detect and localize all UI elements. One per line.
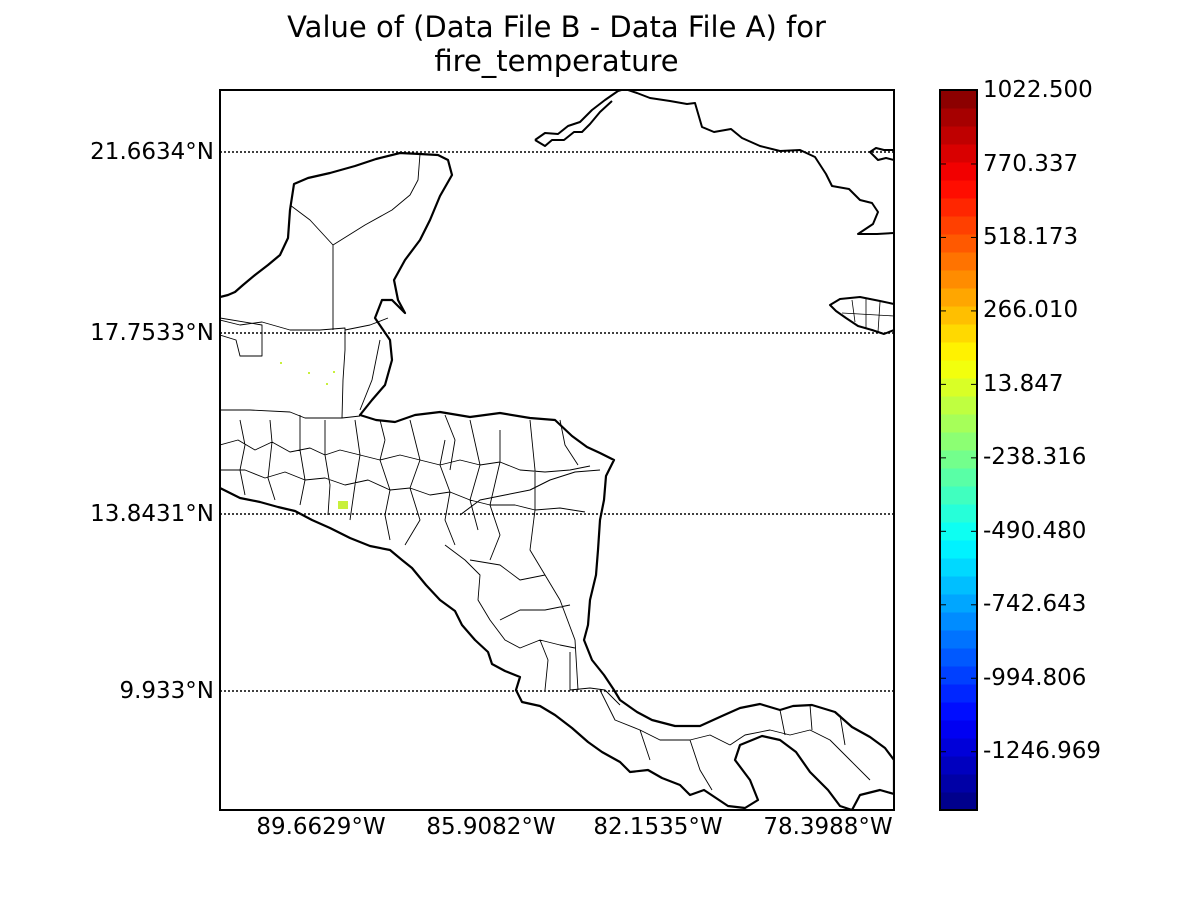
yucatan-state-borders: [220, 153, 421, 419]
colorbar-label-4: 266.010: [983, 297, 1079, 323]
lon-label-2: 85.9082°W: [426, 814, 556, 840]
lon-label-3: 82.1535°W: [593, 814, 723, 840]
data-pixel-el-salvador: [338, 501, 348, 509]
colorbar-segment: [940, 684, 977, 703]
lat-label-3: 13.8431°N: [90, 501, 214, 527]
colorbar-segment: [940, 378, 977, 397]
colorbar-segment: [940, 90, 977, 109]
colorbar-segment: [940, 756, 977, 775]
colorbar-label-6: -238.316: [983, 444, 1087, 470]
department-borders: [220, 414, 871, 791]
colorbar-label-2: 770.337: [983, 151, 1079, 177]
jamaica-parishes: [841, 299, 894, 333]
colorbar-segment: [940, 468, 977, 487]
colorbar-segment: [940, 432, 977, 451]
colorbar-segment: [940, 162, 977, 181]
colorbar-segment: [940, 648, 977, 667]
colorbar-segment: [940, 630, 977, 649]
data-pixel-small-3: [333, 371, 335, 373]
colorbar-segment: [940, 594, 977, 613]
colorbar-segment: [940, 198, 977, 217]
colorbar-segment: [940, 126, 977, 145]
colorbar-segment: [940, 216, 977, 235]
colorbar: [940, 90, 977, 811]
colorbar-label-10: -1246.969: [983, 738, 1102, 764]
colorbar-segment: [940, 540, 977, 559]
colorbar-label-7: -490.480: [983, 518, 1087, 544]
colorbar-segment: [940, 558, 977, 577]
lat-label-2: 17.7533°N: [90, 320, 214, 346]
colorbar-segment: [940, 360, 977, 379]
colorbar-label-5: 13.847: [983, 371, 1064, 397]
chart-title-line-2: fire_temperature: [434, 44, 679, 78]
colorbar-segment: [940, 414, 977, 433]
colorbar-segment: [940, 738, 977, 757]
colorbar-segment: [940, 792, 977, 811]
colorbar-segment: [940, 666, 977, 685]
map-frame: [219, 89, 895, 811]
colorbar-segment: [940, 450, 977, 469]
chart-title-line-1: Value of (Data File B - Data File A) for: [287, 10, 826, 44]
colorbar-segment: [940, 324, 977, 343]
colorbar-segment: [940, 486, 977, 505]
colorbar-segment: [940, 288, 977, 307]
nicaragua-honduras-border: [459, 469, 601, 516]
colorbar-segment: [940, 270, 977, 289]
colorbar-segment: [940, 504, 977, 523]
colorbar-frame: [939, 89, 978, 811]
data-pixel-small-1: [280, 362, 282, 364]
lat-label-4: 9.933°N: [119, 678, 214, 704]
colorbar-label-1: 1022.500: [983, 77, 1093, 103]
data-pixel-small-2: [308, 372, 310, 374]
colorbar-segment: [940, 612, 977, 631]
colorbar-segment: [940, 522, 977, 541]
colorbar-label-3: 518.173: [983, 224, 1079, 250]
data-pixel-small-4: [326, 383, 328, 385]
colorbar-segment: [940, 576, 977, 595]
colorbar-segment: [940, 180, 977, 199]
colorbar-segment: [940, 144, 977, 163]
jamaica-coastline: [829, 296, 894, 335]
colorbar-segment: [940, 234, 977, 253]
lat-label-1: 21.6634°N: [90, 139, 214, 165]
cuba-coastline: [534, 90, 894, 235]
colorbar-segment: [940, 342, 977, 361]
colorbar-segment: [940, 252, 977, 271]
colorbar-label-9: -994.806: [983, 665, 1087, 691]
colorbar-segment: [940, 774, 977, 793]
colorbar-segment: [940, 720, 977, 739]
lon-label-4: 78.3988°W: [763, 814, 893, 840]
central-america-coastline: [220, 151, 894, 810]
colorbar-segment: [940, 108, 977, 127]
colorbar-segment: [940, 702, 977, 721]
colorbar-ticks: [940, 90, 977, 753]
lon-label-1: 89.6629°W: [256, 814, 386, 840]
colorbar-label-8: -742.643: [983, 591, 1087, 617]
latitude-gridlines: [220, 151, 894, 692]
colorbar-segment: [940, 306, 977, 325]
colorbar-segment: [940, 396, 977, 415]
